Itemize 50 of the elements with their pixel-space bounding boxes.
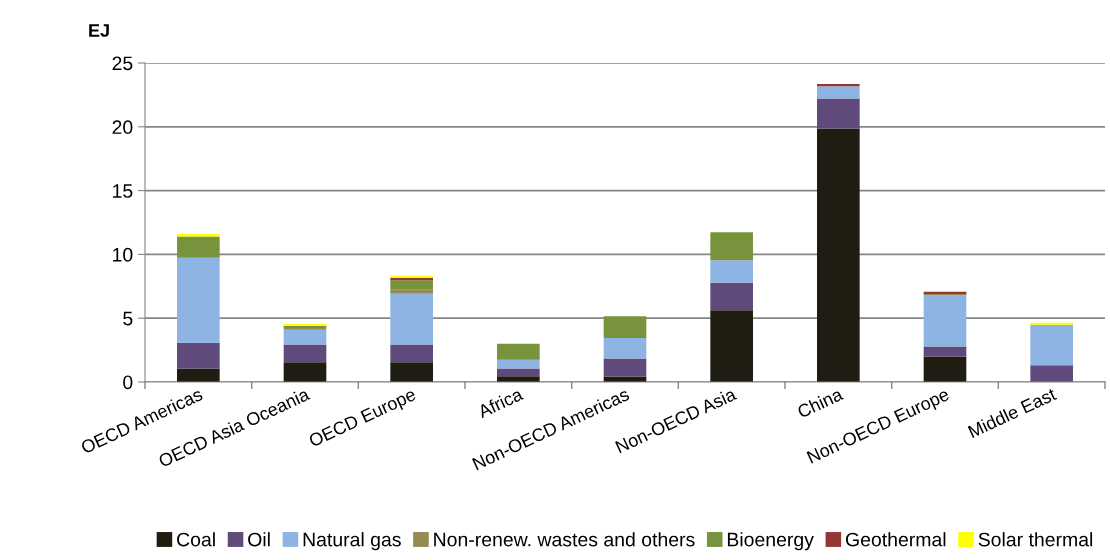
bar [817,86,860,99]
bar [497,359,540,369]
bar [817,128,860,382]
bar [177,342,220,369]
bar [177,233,220,237]
legend-label: Solar thermal [978,532,1093,547]
bar [177,257,220,343]
legend-label: Bioenergy [727,532,814,551]
bar [923,295,967,347]
bar [710,232,753,261]
bar [710,260,753,283]
y-tick-label: 0 [123,375,133,390]
legend-label: Non-renew. wastes and others [434,532,695,547]
x-tick-label: Africa [476,386,524,419]
y-tick-label: 15 [113,184,133,198]
legend-label: Geothermal [846,532,946,547]
bar [817,98,860,129]
y-tick-label: 20 [112,120,133,135]
bar [603,337,647,359]
bar [390,280,433,290]
bar [1030,322,1073,325]
bar [177,368,220,382]
bar [283,344,327,363]
bar [710,282,753,311]
bar [1030,324,1073,366]
bar [817,84,860,87]
y-tick-label: 10 [113,247,133,262]
y-tick-label: 25 [112,56,133,71]
bar [603,358,647,377]
y-axis-title: EJ [89,24,109,37]
x-tick-label: Middle East [967,386,1058,439]
bar [923,356,967,382]
bar [390,362,433,382]
legend-label: Oil [248,532,270,547]
x-tick-label: China [796,386,844,419]
bar [710,310,753,382]
y-tick-label: 5 [123,311,133,326]
bar [1030,365,1073,382]
bar [923,346,967,357]
bar [283,329,327,345]
legend-label: Natural gas [303,532,401,551]
bar [283,362,327,382]
bar [390,344,433,363]
bar [603,316,647,338]
bar [497,368,540,377]
bar [390,293,433,345]
bar [177,236,220,258]
bar [390,289,433,294]
legend-label: Coal [177,532,215,547]
bar [497,343,540,360]
